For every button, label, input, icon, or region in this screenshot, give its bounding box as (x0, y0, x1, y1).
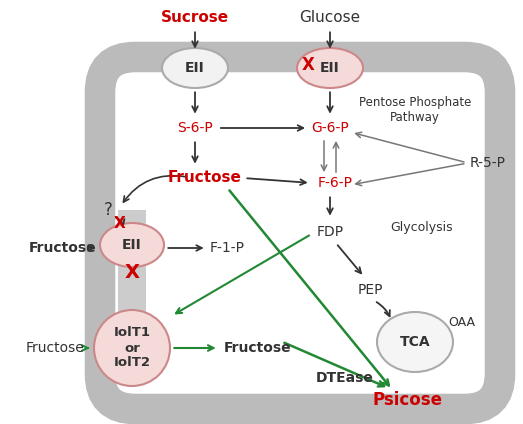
Text: EII: EII (185, 61, 205, 75)
Bar (118, 210, 146, 375)
Text: F-6-P: F-6-P (317, 176, 353, 190)
Text: X: X (124, 262, 140, 282)
Text: PEP: PEP (357, 283, 383, 297)
Text: Psicose: Psicose (373, 391, 443, 409)
Text: Glucose: Glucose (300, 11, 360, 25)
Text: Pentose Phosphate
Pathway: Pentose Phosphate Pathway (359, 96, 471, 124)
Text: X: X (114, 215, 126, 231)
Text: OAA: OAA (449, 316, 475, 329)
Text: EII: EII (122, 238, 142, 252)
Text: TCA: TCA (400, 335, 430, 349)
Text: Fructose: Fructose (224, 341, 292, 355)
Text: F-1-P: F-1-P (210, 241, 245, 255)
Ellipse shape (377, 312, 453, 372)
Text: Sucrose: Sucrose (161, 11, 229, 25)
Text: Fructose: Fructose (26, 341, 84, 355)
Text: Fructose: Fructose (168, 170, 242, 186)
Text: S-6-P: S-6-P (177, 121, 213, 135)
Text: FDP: FDP (316, 225, 344, 239)
Text: R-5-P: R-5-P (470, 156, 506, 170)
Text: EII: EII (320, 61, 340, 75)
Text: Fructose: Fructose (29, 241, 97, 255)
Ellipse shape (297, 48, 363, 88)
Ellipse shape (100, 223, 164, 267)
Text: DTEase: DTEase (316, 371, 374, 385)
Text: ?: ? (104, 201, 112, 219)
Text: G-6-P: G-6-P (311, 121, 349, 135)
Text: X: X (302, 56, 314, 74)
Text: Glycolysis: Glycolysis (390, 221, 452, 234)
Text: IolT1
or
IolT2: IolT1 or IolT2 (113, 326, 151, 369)
Ellipse shape (162, 48, 228, 88)
Ellipse shape (94, 310, 170, 386)
